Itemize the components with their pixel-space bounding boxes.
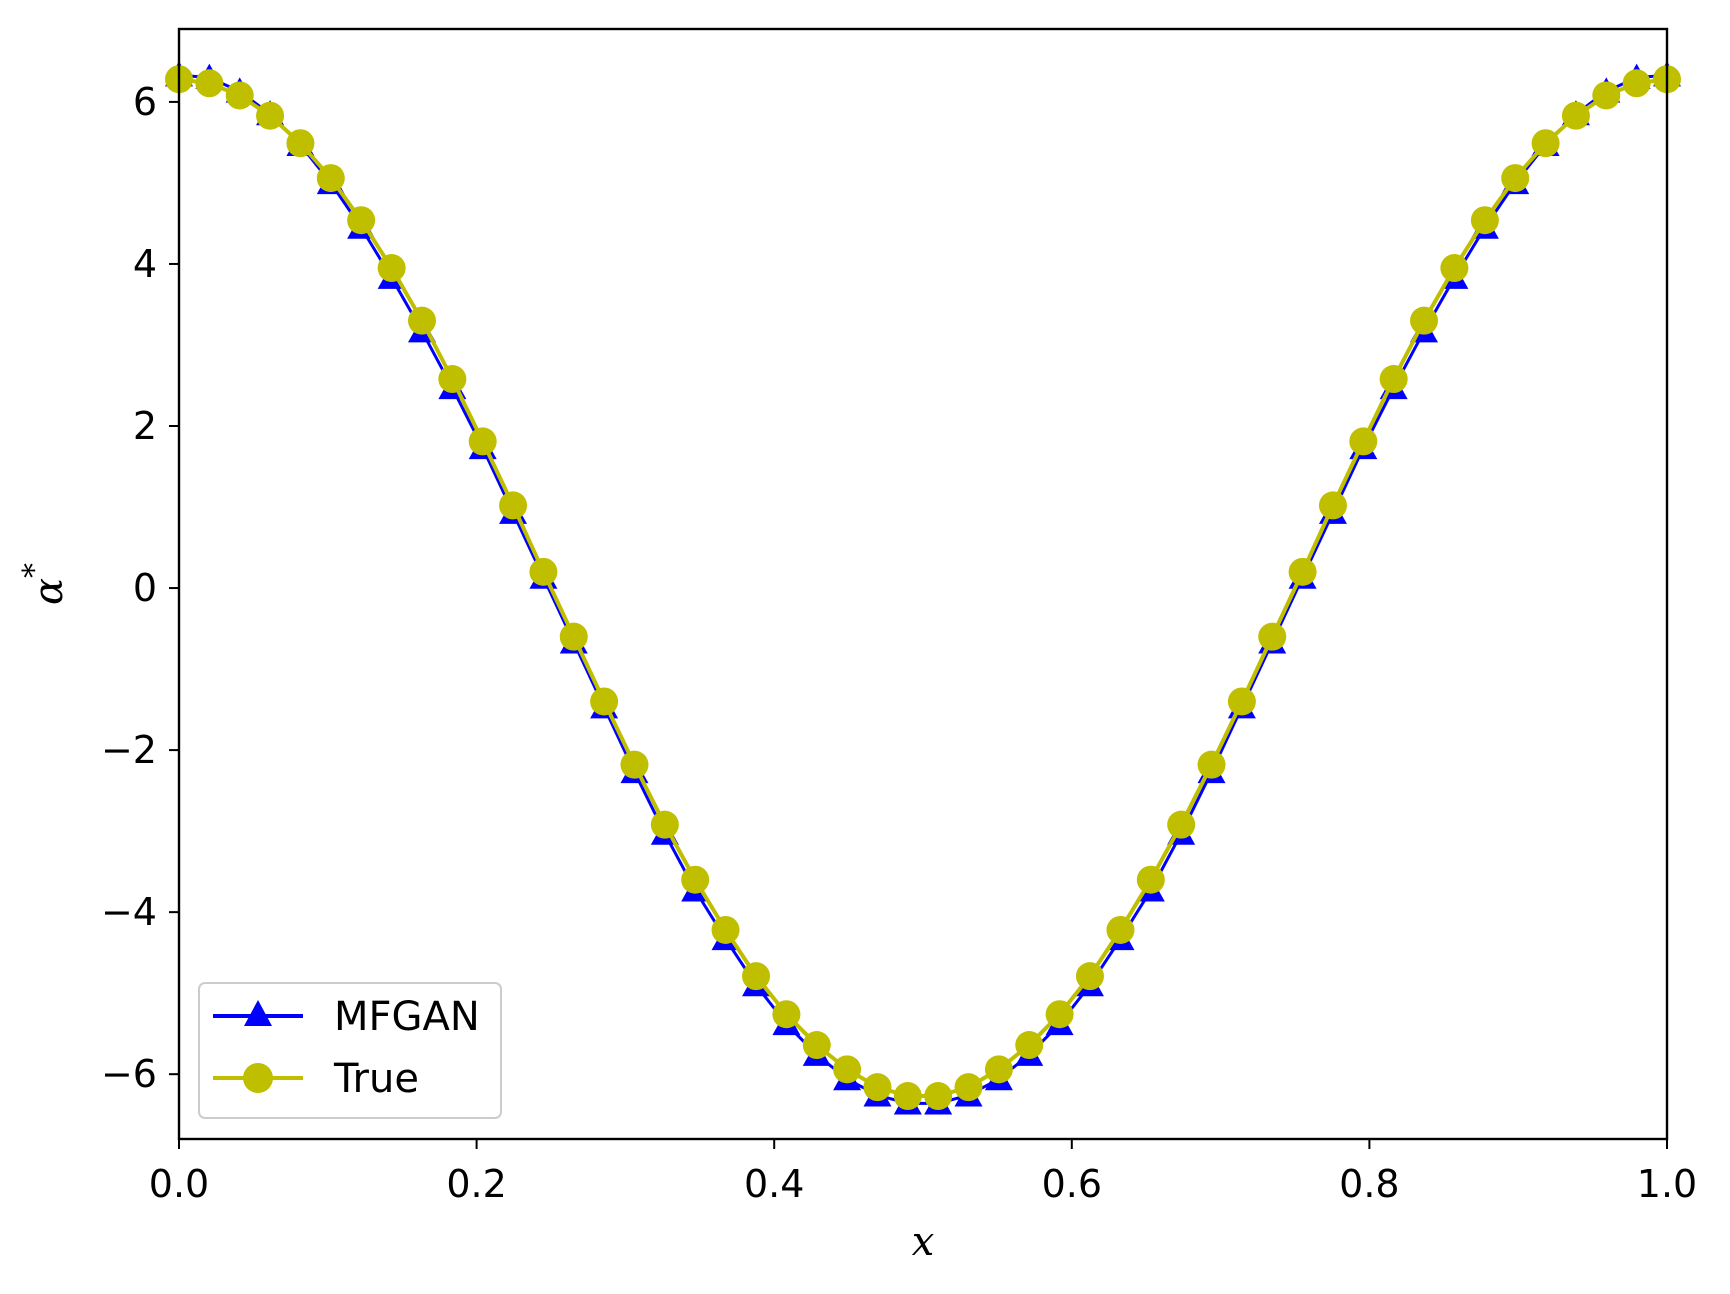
- legend: MFGAN True: [198, 982, 502, 1119]
- point-true: [833, 1055, 862, 1084]
- y-tick-label: −4: [101, 890, 157, 934]
- x-tick-label: 0.2: [446, 1162, 506, 1206]
- point-true: [499, 491, 528, 520]
- plot-background: [179, 29, 1667, 1139]
- y-tick-label: −2: [101, 728, 157, 772]
- point-true: [1015, 1031, 1044, 1060]
- y-axis: 6 4 2 0 −2 −4 −6: [101, 80, 179, 1096]
- point-true: [1501, 164, 1530, 193]
- point-true: [1561, 101, 1590, 130]
- x-axis-label: x: [912, 1219, 935, 1265]
- series-layer: [165, 61, 1681, 1115]
- point-true: [1045, 1000, 1074, 1029]
- legend-mfgan-marker: [244, 1000, 272, 1026]
- legend-true-label: True: [333, 1056, 419, 1102]
- legend-mfgan-label: MFGAN: [334, 994, 480, 1040]
- point-true: [1531, 129, 1560, 158]
- y-tick-label: 0: [133, 566, 157, 610]
- y-tick-label: 4: [133, 242, 157, 286]
- point-true: [529, 557, 558, 586]
- point-true: [195, 69, 224, 98]
- point-true: [468, 427, 497, 456]
- point-true: [1197, 750, 1226, 779]
- point-true: [559, 622, 588, 651]
- point-true: [1075, 962, 1104, 991]
- point-true: [225, 81, 254, 110]
- point-true: [681, 865, 710, 894]
- point-true: [802, 1031, 831, 1060]
- point-true: [650, 810, 679, 839]
- point-true: [1470, 206, 1499, 235]
- point-true: [1410, 306, 1439, 335]
- x-tick-label: 0.8: [1339, 1162, 1399, 1206]
- x-tick-label: 0.0: [149, 1162, 209, 1206]
- point-true: [1258, 622, 1287, 651]
- point-true: [711, 915, 740, 944]
- point-true: [1349, 427, 1378, 456]
- x-tick-label: 1.0: [1637, 1162, 1697, 1206]
- point-true: [742, 962, 771, 991]
- point-true: [377, 254, 406, 283]
- point-true: [1592, 81, 1621, 110]
- point-true: [256, 101, 285, 130]
- point-true: [924, 1082, 953, 1111]
- x-axis: 0.0 0.2 0.4 0.6 0.8 1.0: [149, 1139, 1697, 1206]
- y-axis-label: α*: [17, 563, 72, 605]
- point-true: [863, 1073, 892, 1102]
- point-true: [620, 750, 649, 779]
- legend-true-marker: [243, 1063, 273, 1093]
- point-true: [1622, 69, 1651, 98]
- point-true: [1167, 810, 1196, 839]
- point-true: [1440, 254, 1469, 283]
- series-true: [165, 65, 1681, 1111]
- point-true: [1136, 865, 1165, 894]
- y-tick-label: 6: [133, 80, 157, 124]
- point-true: [347, 206, 376, 235]
- point-true: [1318, 491, 1347, 520]
- point-true: [590, 687, 619, 716]
- point-true: [286, 129, 315, 158]
- x-tick-label: 0.6: [1042, 1162, 1102, 1206]
- point-true: [893, 1082, 922, 1111]
- point-true: [438, 365, 467, 394]
- point-true: [772, 1000, 801, 1029]
- y-tick-label: −6: [101, 1052, 157, 1096]
- y-tick-label: 2: [133, 404, 157, 448]
- point-true: [954, 1073, 983, 1102]
- x-tick-label: 0.4: [744, 1162, 804, 1206]
- point-true: [1288, 557, 1317, 586]
- point-true: [1106, 915, 1135, 944]
- plot-frame: [177, 27, 1669, 1141]
- point-true: [407, 306, 436, 335]
- point-true: [316, 164, 345, 193]
- point-true: [984, 1055, 1013, 1084]
- point-true: [1227, 687, 1256, 716]
- point-true: [1379, 365, 1408, 394]
